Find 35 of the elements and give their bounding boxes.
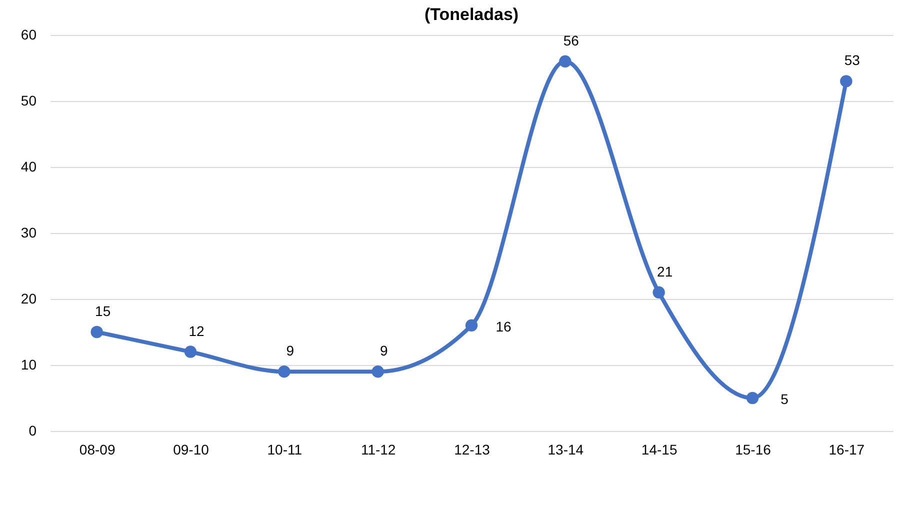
y-tick-label: 10 bbox=[20, 356, 37, 372]
y-tick-label: 30 bbox=[20, 224, 37, 240]
point bbox=[652, 286, 665, 299]
data-label: 12 bbox=[188, 322, 204, 339]
y-tick-label: 60 bbox=[20, 26, 37, 42]
data-label: 56 bbox=[563, 32, 580, 48]
point bbox=[559, 55, 572, 68]
x-tick-label: 16-17 bbox=[828, 442, 865, 458]
y-tick-label: 20 bbox=[20, 290, 37, 306]
point bbox=[840, 75, 852, 88]
data-label: 9 bbox=[380, 342, 388, 359]
data-label: 16 bbox=[496, 318, 512, 334]
x-tick-label: 13-14 bbox=[548, 442, 584, 458]
x-tick-label: 08-09 bbox=[79, 442, 116, 458]
data-label: 53 bbox=[844, 52, 860, 68]
point bbox=[465, 319, 478, 332]
y-tick-label: 0 bbox=[28, 422, 37, 438]
point bbox=[90, 326, 103, 338]
point bbox=[746, 392, 759, 404]
x-tick-label: 10-11 bbox=[267, 442, 302, 458]
data-label: 21 bbox=[657, 263, 673, 280]
x-tick-label: 15-16 bbox=[735, 442, 772, 458]
data-label: 15 bbox=[95, 303, 111, 319]
y-tick-label: 40 bbox=[20, 158, 37, 174]
chart-title: (Toneladas) bbox=[424, 5, 519, 24]
x-tick-label: 14-15 bbox=[641, 442, 678, 458]
x-tick-label: 12-13 bbox=[454, 442, 490, 458]
y-tick-label: 50 bbox=[20, 92, 37, 108]
data-label: 5 bbox=[780, 391, 789, 407]
x-tick-label: 09-10 bbox=[173, 442, 210, 458]
data-label: 9 bbox=[286, 342, 294, 359]
point bbox=[278, 365, 290, 378]
x-tick-label: 11-12 bbox=[360, 442, 396, 458]
point bbox=[184, 346, 197, 358]
point bbox=[372, 365, 384, 378]
